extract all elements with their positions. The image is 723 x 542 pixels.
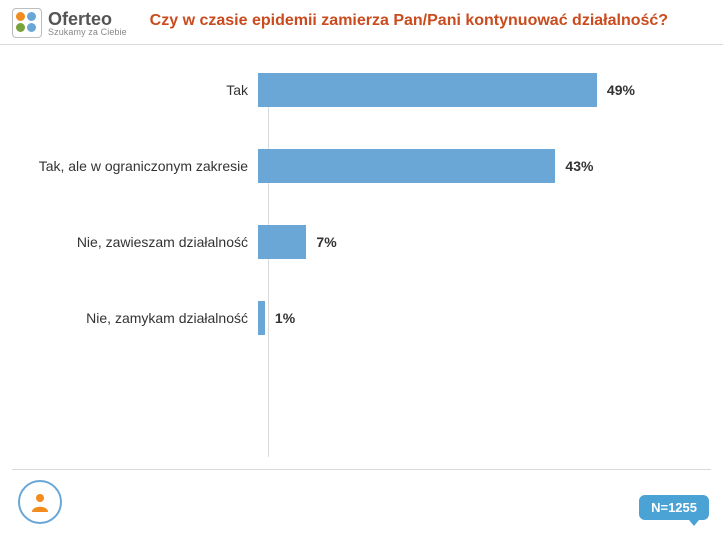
bar xyxy=(258,73,597,107)
header: Oferteo Szukamy za Ciebie Czy w czasie e… xyxy=(0,0,723,45)
person-icon xyxy=(18,480,62,524)
chart-row: Tak 49% xyxy=(20,73,673,107)
bar xyxy=(258,225,306,259)
bottom-divider xyxy=(12,469,711,470)
logo-dot xyxy=(27,12,36,21)
chart-row: Nie, zawieszam działalność 7% xyxy=(20,225,673,259)
bar-label: Nie, zamykam działalność xyxy=(20,310,258,326)
logo-dot xyxy=(16,23,25,32)
bar xyxy=(258,149,555,183)
bar xyxy=(258,301,265,335)
bar-label: Tak xyxy=(20,82,258,98)
sample-size-badge: N=1255 xyxy=(639,495,709,520)
bar-track: 49% xyxy=(258,73,673,107)
bar-value: 49% xyxy=(607,82,635,98)
chart-area: Tak 49% Tak, ale w ograniczonym zakresie 43… xyxy=(0,45,723,387)
logo: Oferteo Szukamy za Ciebie xyxy=(12,8,127,38)
person-glyph xyxy=(28,490,52,514)
y-axis-line xyxy=(268,84,269,457)
logo-name: Oferteo xyxy=(48,10,127,28)
bar-value: 43% xyxy=(565,158,593,174)
chart-title: Czy w czasie epidemii zamierza Pan/Pani … xyxy=(127,8,711,32)
chart-row: Tak, ale w ograniczonym zakresie 43% xyxy=(20,149,673,183)
chart-row: Nie, zamykam działalność 1% xyxy=(20,301,673,335)
bar-value: 7% xyxy=(316,234,336,250)
logo-icon xyxy=(12,8,42,38)
logo-dot xyxy=(16,12,25,21)
logo-dot xyxy=(27,23,36,32)
bar-track: 7% xyxy=(258,225,673,259)
bar-label: Tak, ale w ograniczonym zakresie xyxy=(20,158,258,174)
bar-track: 43% xyxy=(258,149,673,183)
bar-label: Nie, zawieszam działalność xyxy=(20,234,258,250)
logo-text: Oferteo Szukamy za Ciebie xyxy=(48,10,127,37)
bar-value: 1% xyxy=(275,310,295,326)
logo-tagline: Szukamy za Ciebie xyxy=(48,28,127,37)
bar-track: 1% xyxy=(258,301,673,335)
